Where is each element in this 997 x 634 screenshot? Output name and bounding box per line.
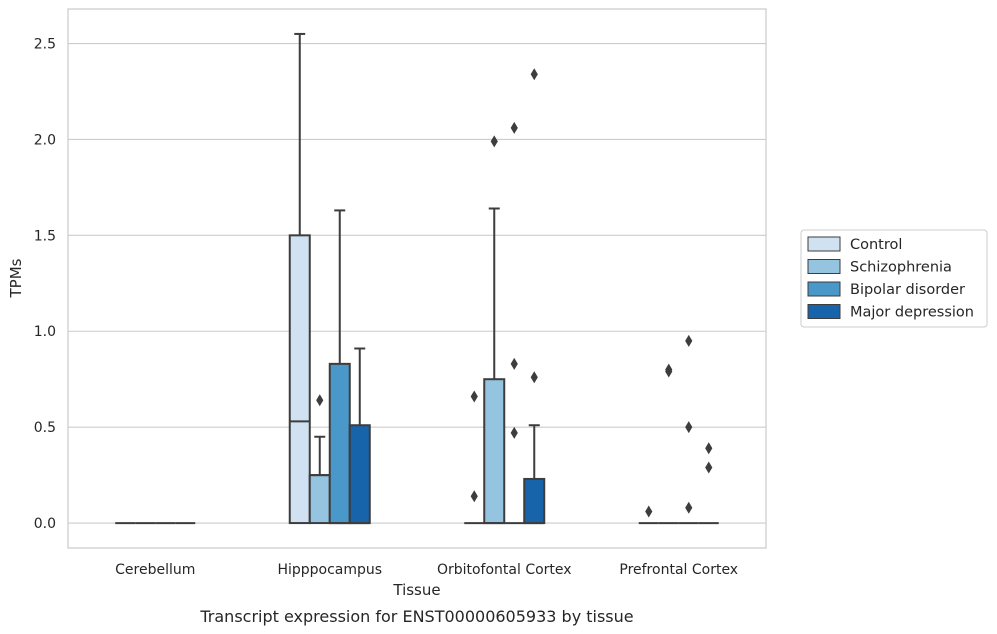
outlier-point (316, 394, 324, 407)
legend-label: Bipolar disorder (850, 282, 965, 298)
y-tick-labels: 0.0 0.5 1.0 1.5 2.0 2.5 (34, 37, 56, 533)
outlier-point (530, 371, 538, 384)
outlier-point (685, 334, 693, 347)
legend-swatch (807, 281, 841, 297)
box-series (115, 32, 719, 525)
outlier-point (705, 442, 713, 455)
outlier-point (470, 390, 478, 403)
plot-area (67, 8, 767, 549)
y-tick-label: 0.0 (34, 516, 56, 532)
x-tick-label: Hipppocampus (277, 562, 382, 578)
x-tick-label: Cerebellum (115, 562, 195, 578)
outlier-point (510, 357, 518, 370)
outlier-point (490, 135, 498, 148)
legend-label: Schizophrenia (850, 260, 952, 276)
y-tick-label: 2.5 (34, 37, 56, 53)
x-tick-label: Prefrontal Cortex (619, 562, 738, 578)
legend-label: Major depression (850, 305, 974, 321)
box (348, 424, 371, 525)
box (523, 477, 546, 525)
outlier-point (665, 363, 673, 376)
legend-frame (800, 229, 988, 328)
outlier-point (685, 421, 693, 434)
x-tick-label: Orbitofontal Cortex (437, 562, 572, 578)
x-tick-labels: Cerebellum Hipppocampus Orbitofontal Corte… (115, 562, 738, 578)
box (328, 362, 351, 525)
legend-swatch (807, 259, 841, 274)
legend: Control Schizophrenia Bipolar disorder Majo… (800, 229, 988, 328)
box (288, 234, 311, 525)
outlier-point (685, 501, 693, 514)
x-axis-label: Tissue (392, 581, 440, 599)
y-tick-label: 0.5 (34, 420, 56, 436)
chart-caption: Transcript expression for ENST0000060593… (199, 607, 633, 626)
outlier-point (510, 426, 518, 439)
outlier-point (510, 121, 518, 134)
outlier-point (645, 505, 653, 518)
box (483, 378, 506, 525)
y-tick-label: 2.0 (34, 132, 56, 148)
y-axis-label: TPMs (7, 258, 25, 298)
legend-swatch (807, 304, 841, 319)
legend-label: Control (850, 237, 902, 253)
y-tick-label: 1.0 (34, 324, 56, 340)
outlier-point (705, 461, 713, 474)
box (308, 474, 331, 525)
outlier-point (530, 68, 538, 81)
outlier-point (470, 490, 478, 503)
legend-swatch (807, 236, 841, 252)
y-tick-label: 1.5 (34, 228, 56, 244)
